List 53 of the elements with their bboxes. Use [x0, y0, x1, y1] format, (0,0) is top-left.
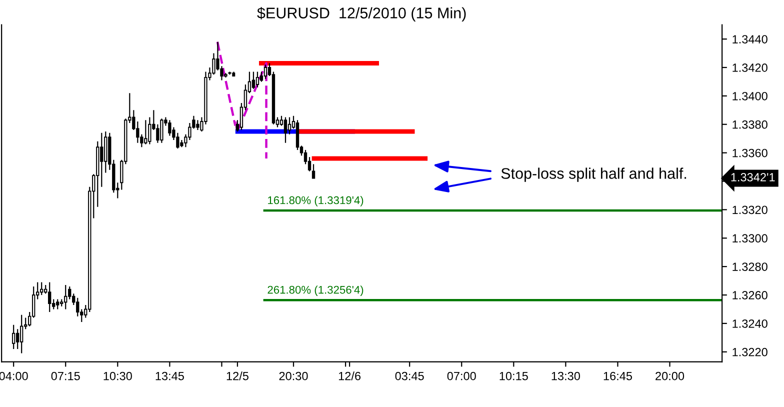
candlestick: [156, 124, 160, 144]
candlestick: [20, 314, 24, 354]
candlestick: [100, 132, 104, 188]
annotation: 261.80% (1.3256'4): [268, 286, 364, 296]
candlestick: [160, 118, 164, 144]
x-tick-label: 10:15: [500, 372, 528, 380]
y-tick-label: 1.3380: [732, 120, 768, 129]
x-tick-label: 13:45: [156, 372, 184, 380]
text: 1.3342'1: [731, 173, 775, 182]
candlestick: [284, 116, 288, 144]
candlestick: [176, 132, 180, 150]
y-tick-label: 1.3300: [732, 234, 768, 243]
candlestick: [252, 71, 256, 90]
candlestick: [168, 120, 172, 136]
y-tick-label: 1.3280: [732, 262, 768, 271]
x-tick-label: 07:15: [51, 372, 80, 380]
x-tick-label: 03:45: [395, 372, 424, 380]
y-tick-label: 1.3240: [732, 319, 768, 328]
candlestick: [288, 116, 292, 135]
candlestick: [40, 282, 44, 296]
candlestick: [56, 298, 60, 310]
candlestick: [264, 64, 268, 80]
y-tick-label: 1.3400: [732, 92, 768, 100]
candlestick: [76, 297, 80, 317]
candlestick: [64, 284, 68, 310]
y-tick-label: 1.3220: [732, 348, 768, 356]
y-tick-label: 1.3260: [732, 291, 768, 300]
x-tick-label: 20:00: [656, 372, 684, 380]
y-tick-label: 1.3440: [732, 35, 768, 44]
x-tick-label: 12/6: [338, 372, 361, 380]
candlestick: [136, 120, 140, 144]
candlestick: [256, 71, 260, 88]
x-tick-label: 20:30: [279, 372, 308, 380]
x-tick-label: 07:00: [447, 372, 476, 380]
x-tick-label: 16:45: [604, 372, 632, 380]
y-tick-label: 1.3320: [732, 206, 768, 214]
annotation: 161.80% (1.3319'4): [268, 196, 364, 206]
candlestick: [12, 324, 16, 350]
candlestick: [312, 164, 316, 179]
candlestick: [144, 120, 148, 145]
x-tick-label: 10:30: [104, 372, 132, 380]
candlestick: [196, 120, 200, 131]
y-tick-label: 1.3360: [732, 148, 768, 158]
candlestick: [68, 286, 72, 300]
candlestick: [48, 282, 52, 313]
x-tick-label: 12/5: [226, 372, 248, 380]
y-tick-label: 1.3420: [732, 64, 768, 72]
x-tick-label: 13:30: [552, 372, 580, 380]
candlestick: [308, 156, 312, 172]
chart-title: $EURUSD 12/5/2010 (15 Min): [257, 7, 466, 22]
candlestick: [260, 71, 264, 82]
candlestick: [16, 328, 20, 350]
annotation: Stop-loss split half and half.: [501, 168, 686, 182]
